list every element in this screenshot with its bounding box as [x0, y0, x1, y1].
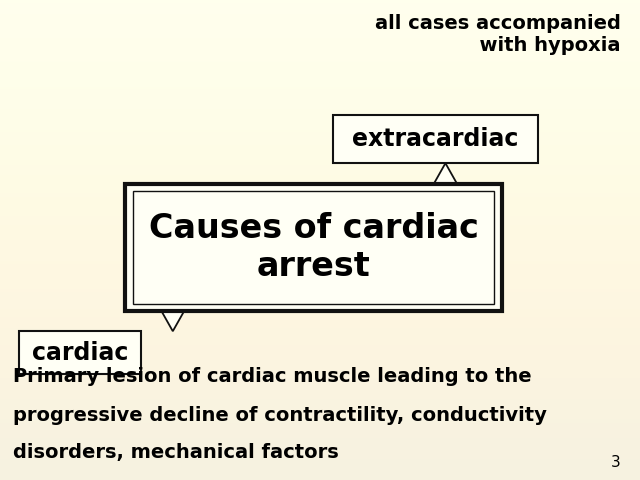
- FancyBboxPatch shape: [125, 184, 502, 311]
- Polygon shape: [156, 300, 191, 331]
- FancyBboxPatch shape: [166, 300, 180, 307]
- Polygon shape: [428, 163, 463, 194]
- Text: Primary lesion of cardiac muscle leading to the: Primary lesion of cardiac muscle leading…: [13, 367, 531, 386]
- Text: 3: 3: [611, 456, 621, 470]
- Text: progressive decline of contractility, conductivity: progressive decline of contractility, co…: [13, 406, 547, 425]
- Text: cardiac: cardiac: [32, 341, 128, 365]
- Text: all cases accompanied
          with hypoxia: all cases accompanied with hypoxia: [375, 14, 621, 55]
- Text: Causes of cardiac
arrest: Causes of cardiac arrest: [148, 212, 479, 283]
- Text: disorders, mechanical factors: disorders, mechanical factors: [13, 443, 339, 462]
- FancyBboxPatch shape: [19, 331, 141, 374]
- Text: extracardiac: extracardiac: [352, 127, 518, 151]
- FancyBboxPatch shape: [438, 187, 452, 194]
- FancyBboxPatch shape: [333, 115, 538, 163]
